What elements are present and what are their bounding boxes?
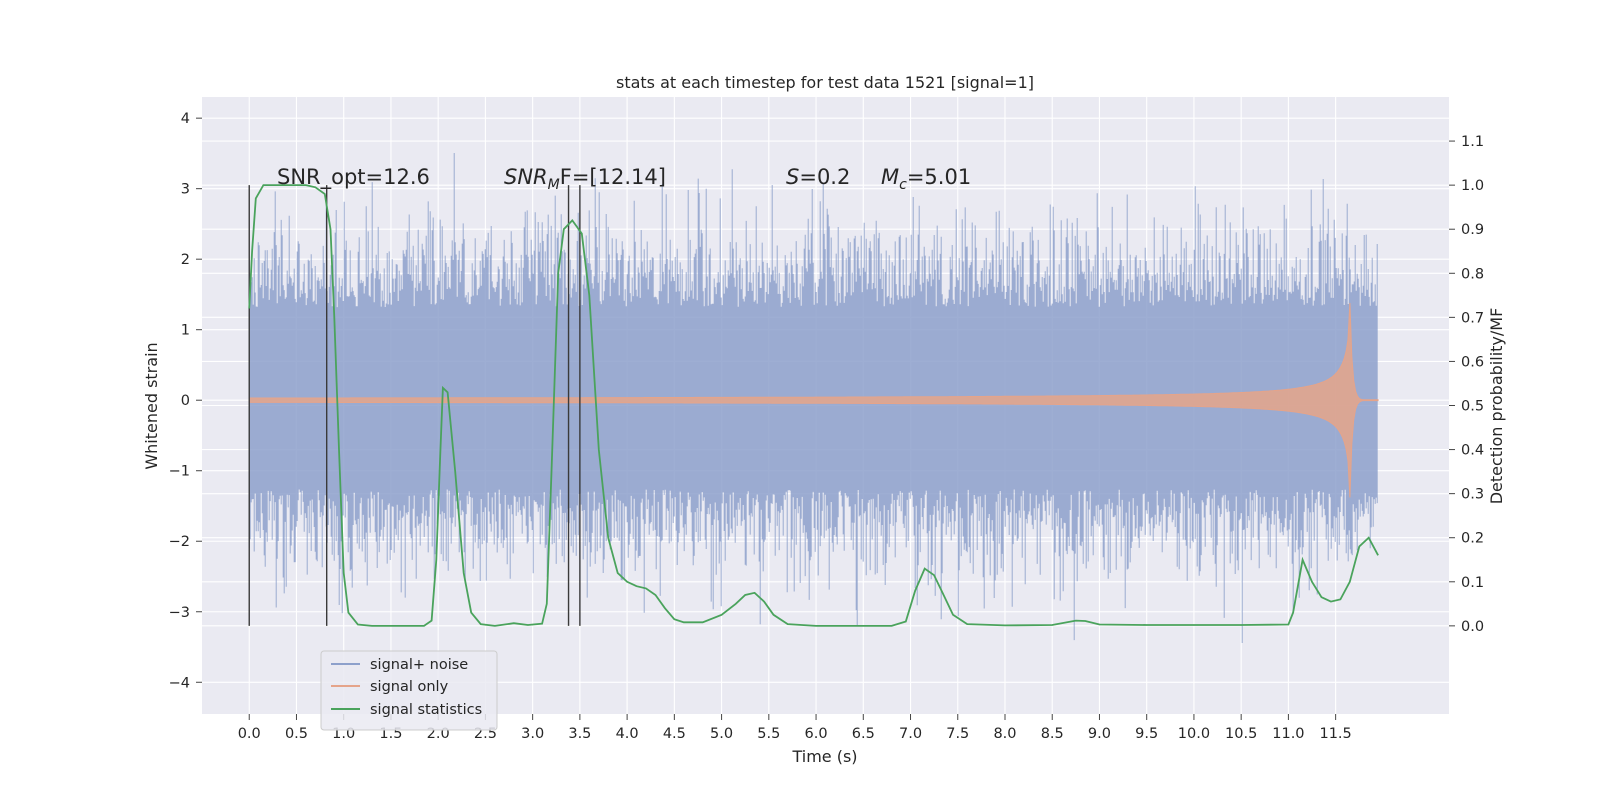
y-right-tick-labels: 1.1 1.0 0.9 0.8 0.7 0.6 0.5 0.4 0.3 0.2 0.1 0.0 bbox=[1449, 134, 1484, 635]
x-tick-label-16: 8.0 bbox=[993, 726, 1016, 742]
x-tick-label-22: 11.0 bbox=[1272, 726, 1304, 742]
x-tick-label-9: 4.5 bbox=[663, 726, 686, 742]
annotation-mc-rest: =5.01 bbox=[907, 165, 971, 189]
y-left-tick-label-3: 1 bbox=[181, 323, 190, 339]
annotation-s-main: S bbox=[786, 165, 799, 189]
y-left-axis-label: Whitened strain bbox=[142, 342, 161, 469]
x-tick-labels: 0.0 0.5 1.0 1.5 2.0 2.5 3.0 3.5 4.0 4.5 5.0 5.5 6.0 6… bbox=[238, 714, 1352, 742]
y-left-tick-label-0: 4 bbox=[181, 111, 190, 127]
x-tick-label-10: 5.0 bbox=[710, 726, 733, 742]
annotation-snr-mf: SNRMF=[12.14] bbox=[504, 165, 666, 193]
x-tick-label-1: 0.5 bbox=[285, 726, 308, 742]
legend: signal+ noise signal only signal statist… bbox=[320, 650, 498, 731]
legend-label-signal-plus-noise: signal+ noise bbox=[370, 657, 468, 673]
x-axis-label: Time (s) bbox=[791, 747, 857, 766]
marker-lines bbox=[248, 185, 581, 626]
y-left-tick-label-8: −4 bbox=[169, 675, 190, 691]
x-tick-label-12: 6.0 bbox=[805, 726, 828, 742]
legend-label-signal-only: signal only bbox=[370, 679, 449, 695]
y-left-tick-label-6: −2 bbox=[169, 534, 190, 550]
y-right-tick-label-4: 0.7 bbox=[1461, 310, 1484, 326]
y-left-tick-label-5: −1 bbox=[169, 464, 190, 480]
y-right-tick-label-0: 1.1 bbox=[1461, 134, 1484, 150]
x-tick-label-18: 9.0 bbox=[1088, 726, 1111, 742]
annotation-snr-mf-rest: F=[12.14] bbox=[560, 165, 666, 189]
chart-title: stats at each timestep for test data 152… bbox=[616, 73, 1034, 92]
signal-statistics-line bbox=[248, 184, 1379, 627]
legend-label-signal-statistics: signal statistics bbox=[370, 702, 482, 718]
annotation-s-rest: =0.2 bbox=[799, 165, 850, 189]
legend-box bbox=[320, 650, 498, 731]
y-left-tick-label-4: 0 bbox=[181, 393, 190, 409]
annotation-snr-opt: SNR_opt=12.6 bbox=[277, 165, 430, 190]
y-right-tick-label-6: 0.5 bbox=[1461, 399, 1484, 415]
y-right-tick-label-10: 0.1 bbox=[1461, 575, 1484, 591]
y-right-tick-label-1: 1.0 bbox=[1461, 178, 1484, 194]
y-left-tick-labels: 4 3 2 1 0 −1 −2 −3 −4 bbox=[169, 111, 202, 691]
annotation-mc-main: M bbox=[881, 165, 899, 189]
signal-only-line bbox=[248, 302, 1379, 498]
x-tick-label-11: 5.5 bbox=[757, 726, 780, 742]
y-left-tick-label-7: −3 bbox=[169, 605, 190, 621]
y-right-axis-label: Detection probability/MF bbox=[1487, 308, 1506, 505]
x-tick-label-7: 3.5 bbox=[568, 726, 591, 742]
y-right-tick-label-11: 0.0 bbox=[1461, 619, 1484, 635]
y-right-tick-label-8: 0.3 bbox=[1461, 487, 1484, 503]
x-tick-label-15: 7.5 bbox=[946, 726, 969, 742]
y-right-tick-label-3: 0.8 bbox=[1461, 266, 1484, 282]
annotation-mc-sub: c bbox=[899, 177, 907, 193]
x-tick-label-21: 10.5 bbox=[1225, 726, 1257, 742]
x-tick-label-14: 7.0 bbox=[899, 726, 922, 742]
y-left-tick-label-2: 2 bbox=[181, 252, 190, 268]
annotation-s: S=0.2 bbox=[786, 165, 850, 189]
x-tick-label-8: 4.0 bbox=[616, 726, 639, 742]
x-tick-label-20: 10.0 bbox=[1178, 726, 1210, 742]
annotation-snr-mf-main: SNR bbox=[504, 165, 548, 189]
y-right-tick-label-5: 0.6 bbox=[1461, 354, 1484, 370]
x-tick-label-23: 11.5 bbox=[1319, 726, 1351, 742]
y-left-tick-label-1: 3 bbox=[181, 182, 190, 198]
y-right-tick-label-9: 0.2 bbox=[1461, 531, 1484, 547]
annotation-snr-mf-sub: M bbox=[548, 177, 560, 193]
x-tick-label-13: 6.5 bbox=[852, 726, 875, 742]
x-tick-label-6: 3.0 bbox=[521, 726, 544, 742]
x-tick-label-17: 8.5 bbox=[1041, 726, 1064, 742]
y-right-tick-label-7: 0.4 bbox=[1461, 443, 1484, 459]
annotation-mc: Mc=5.01 bbox=[881, 165, 971, 193]
y-right-tick-label-2: 0.9 bbox=[1461, 222, 1484, 238]
x-tick-label-19: 9.5 bbox=[1135, 726, 1158, 742]
x-tick-label-0: 0.0 bbox=[238, 726, 261, 742]
